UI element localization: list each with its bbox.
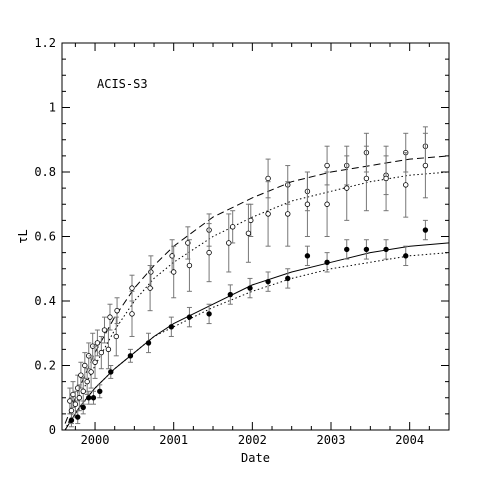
data-point [206,249,212,256]
data-point [324,259,330,265]
data-points [67,126,429,428]
data-point [186,262,193,269]
data-point [97,388,103,394]
data-point [168,324,175,330]
data-point [76,395,83,401]
data-point [248,217,254,224]
data-point [68,417,75,424]
chart-annotation: ACIS-S3 [97,77,148,91]
data-point [363,175,370,182]
data-point [84,378,90,385]
data-point [403,253,409,259]
data-point [245,230,252,236]
data-point [80,388,86,394]
data-point [304,253,311,259]
y-axis-label: τL [16,229,30,243]
y-tick-label: 0.2 [34,359,56,373]
data-point [265,175,271,182]
data-point [344,246,350,253]
data-point [129,285,135,291]
data-point [324,201,330,207]
data-point [105,346,112,353]
fit-curve-dashed [64,155,450,424]
data-point [127,353,134,359]
data-point [247,285,253,291]
data-point [88,369,94,375]
data-point [82,362,88,369]
x-tick-label: 2001 [159,433,188,447]
data-point [206,311,212,317]
data-point [226,240,232,246]
data-point [403,182,409,188]
data-point [170,269,177,275]
data-point [107,314,113,320]
series-2 [68,219,429,428]
data-point [304,201,311,207]
data-point [422,227,429,233]
data-point [227,291,234,298]
data-point [265,278,271,285]
y-tick-label: 0 [49,423,56,437]
data-point [344,185,350,191]
x-tick-label: 2000 [81,433,110,447]
data-point [72,401,79,407]
y-tick-label: 1.2 [34,36,56,50]
data-point [92,359,98,365]
y-tick-label: 1 [49,101,56,115]
data-point [186,314,193,320]
fit-curve-dotted [64,252,450,431]
data-point [147,285,153,291]
data-point [94,340,101,346]
y-tick-label: 0.6 [34,230,56,244]
plot-frame [61,42,450,431]
data-point [324,162,330,169]
x-tick-label: 2003 [317,433,346,447]
series-0 [67,126,429,415]
axis-ticks: 2000 2001 2002 2003 2004 0 0.2 0.4 0.6 0.8 1 1.2 [34,36,449,447]
fit-curve-dotted [64,171,450,431]
fit-curves [64,155,450,431]
x-axis-label: Date [241,451,270,465]
data-point [114,307,120,314]
data-point [422,162,429,169]
data-point [145,340,152,346]
series-1 [68,132,429,425]
data-point [285,275,291,282]
data-point [129,311,135,317]
data-point [285,211,291,217]
data-point [383,175,389,182]
data-point [265,211,271,217]
data-point [148,269,154,275]
data-point [113,333,119,340]
data-point [98,349,105,356]
data-point [90,395,97,401]
data-point [78,372,84,378]
x-tick-label: 2002 [238,433,267,447]
data-point [383,246,389,253]
fit-curve-solid [64,242,450,431]
data-point [86,395,92,401]
data-point [75,414,81,420]
data-point [70,391,76,398]
x-tick-label: 2004 [395,433,424,447]
data-point [80,404,86,411]
data-point [229,224,236,230]
y-tick-label: 0.4 [34,294,56,308]
data-point [363,246,370,253]
data-point [68,407,75,414]
y-tick-label: 0.8 [34,165,56,179]
data-point [108,369,114,375]
